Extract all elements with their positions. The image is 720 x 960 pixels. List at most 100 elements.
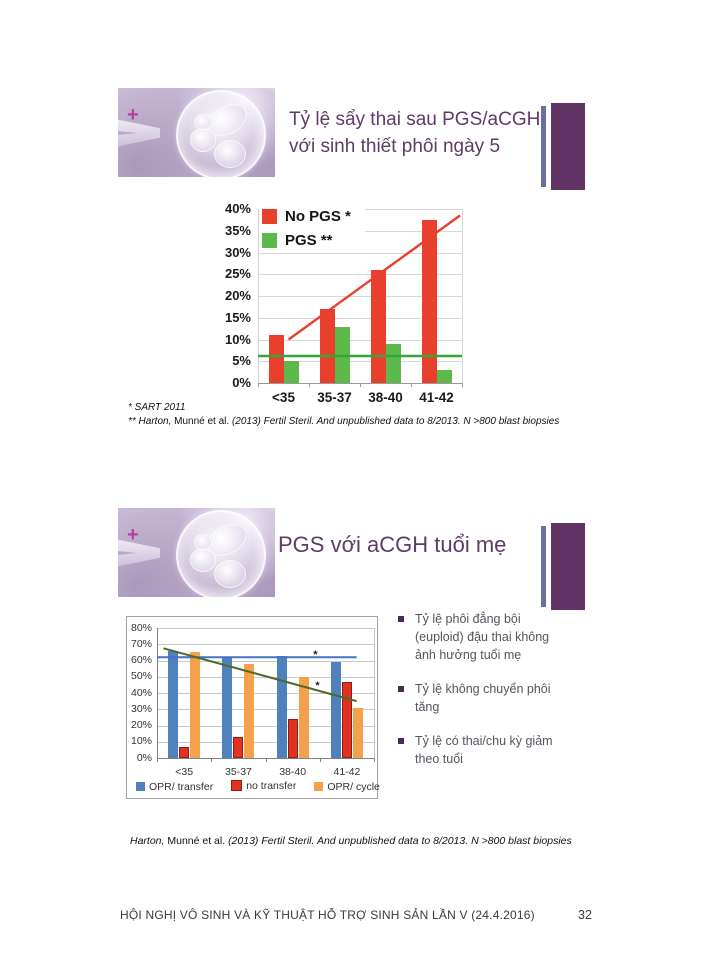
citation-segment: Harton, [130,835,165,847]
bar-no-pgs-35-37 [319,309,335,383]
x-tick-label: 35-37 [225,766,252,778]
legend-label: No PGS * [285,208,351,225]
legend-swatch [231,780,243,791]
gridline [157,628,374,629]
legend-label: PGS ** [285,232,333,249]
legend-label: OPR/ cycle [327,780,380,793]
bar-no-transfer-35-37 [233,736,244,758]
legend-swatch [262,209,277,224]
axis-tick [319,758,321,762]
y-tick-label: 30% [224,244,251,260]
footnote-harton: ** Harton, Munné et al. (2013) Fertil St… [128,416,648,427]
y-tick-label: 20% [224,288,251,303]
x-tick-label: 38-40 [279,766,307,778]
conference-footer: HỘI NGHỊ VÔ SINH VÀ KỸ THUẬT HỖ TRỢ SINH… [120,908,535,922]
bullet-text: Tỷ lệ có thai/chu kỳ giảm theo tuổi [415,734,553,766]
gridline [157,709,374,711]
holding-pipette-graphic [118,118,160,148]
x-axis-line [157,758,374,759]
bar-opr-transfer-38-40 [276,655,287,758]
bullet-text: Tỷ lệ không chuyển phôi tăng [415,682,551,714]
chart-legend: OPR/ transfer no transfer OPR/ cycle [127,778,380,796]
bullet-square-icon [398,616,404,622]
legend-item: OPR/ transfer [136,781,213,793]
gridline [157,725,374,727]
y-tick-label: 50% [130,670,152,683]
bullet-item: Tỷ lệ không chuyển phôi tăng [398,680,555,716]
axis-tick [211,758,213,762]
holding-pipette-graphic [118,538,160,568]
y-tick-label: 80% [130,621,152,634]
y-tick-label: 35% [224,222,251,238]
axis-tick [374,758,375,762]
legend-swatch [136,782,145,791]
axis-tick [360,383,361,387]
bar-pgs-41-42 [436,370,452,383]
bullet-square-icon [398,686,404,692]
y-tick-label: 0% [232,375,251,390]
axis-tick [411,383,412,387]
bar-no-transfer-35 [179,746,190,758]
citation-segment: (2013) Fertil Steril. And unpublished da… [228,835,572,847]
bar-opr-cycle-41-42 [352,707,363,758]
page-number: 32 [578,908,592,922]
blastomere-graphic [214,560,246,588]
bar-no-transfer-41-42 [341,681,352,758]
bullet-text: Tỷ lệ phôi đẳng bội (euploid) đậu thai k… [415,612,550,662]
y-tick-label: 60% [130,654,152,666]
blastomere-graphic [190,128,216,152]
decorative-bar-wide [551,103,585,190]
legend-swatch [262,233,277,248]
bar-opr-transfer-35-37 [222,657,233,759]
bar-no-pgs-38-40 [370,269,386,383]
x-tick-label: 41-42 [419,390,454,405]
bar-pgs-35 [283,361,299,384]
miscarriage-rate-chart: 0% 5% 10% 15% 20% 25% 30% 35% 40% <35 35-37 38-40 41… [200,200,472,415]
y-tick-label: 40% [224,201,251,216]
y-tick-label: 15% [224,309,251,325]
slide1-title: Tỷ lệ sẩy thai sau PGS/aCGH với sinh thi… [289,109,541,157]
axis-tick [265,758,267,762]
axis-tick [309,383,310,387]
y-axis-line [157,628,158,758]
legend-label: OPR/ transfer [149,780,214,793]
axis-tick [258,383,259,387]
y-tick-label: 40% [130,686,152,699]
embryo-cell-graphic [176,90,266,177]
embryo-cell-graphic [176,510,266,597]
legend-item: no transfer [231,780,296,792]
legend-item: OPR/ cycle [314,781,380,793]
footnote-segment: Munné et al. [171,416,232,427]
x-tick-label: <35 [175,766,194,778]
decorative-bar-wide [551,523,585,610]
y-tick-label: 10% [130,735,152,748]
y-tick-label: 25% [224,266,251,282]
bar-no-transfer-38-40 [287,719,298,758]
gridline [157,741,374,743]
bar-opr-cycle-38-40 [298,676,309,759]
blastomere-graphic [190,548,216,572]
bar-opr-cycle-35 [190,652,201,758]
embryo-photo: + [118,508,275,597]
x-tick-label: 41-42 [333,766,361,778]
bar-no-pgs-35 [268,335,284,383]
slide2-title: PGS với aCGH tuổi mẹ [278,532,507,557]
y-tick-label: 20% [130,719,152,731]
citation-harton: Harton, Munné et al. (2013) Fertil Steri… [130,835,650,847]
slide2-bullet-list: Tỷ lệ phôi đẳng bội (euploid) đậu thai k… [398,610,568,784]
bullet-item: Tỷ lệ phôi đẳng bội (euploid) đậu thai k… [398,610,555,664]
blastomere-graphic [194,114,212,130]
bar-pgs-35-37 [334,326,350,383]
y-axis-line [258,209,259,383]
x-tick-label: 35-37 [317,390,352,405]
legend-swatch [314,782,324,791]
bar-opr-cycle-35-37 [244,663,255,759]
y-tick-label: 70% [130,637,152,650]
bullet-square-icon [398,738,404,744]
bar-no-pgs-41-42 [421,219,437,383]
y-tick-label: 10% [224,331,251,347]
plus-cursor-icon: + [127,524,139,546]
blastomere-graphic [214,140,246,168]
blastomere-graphic [194,534,212,550]
